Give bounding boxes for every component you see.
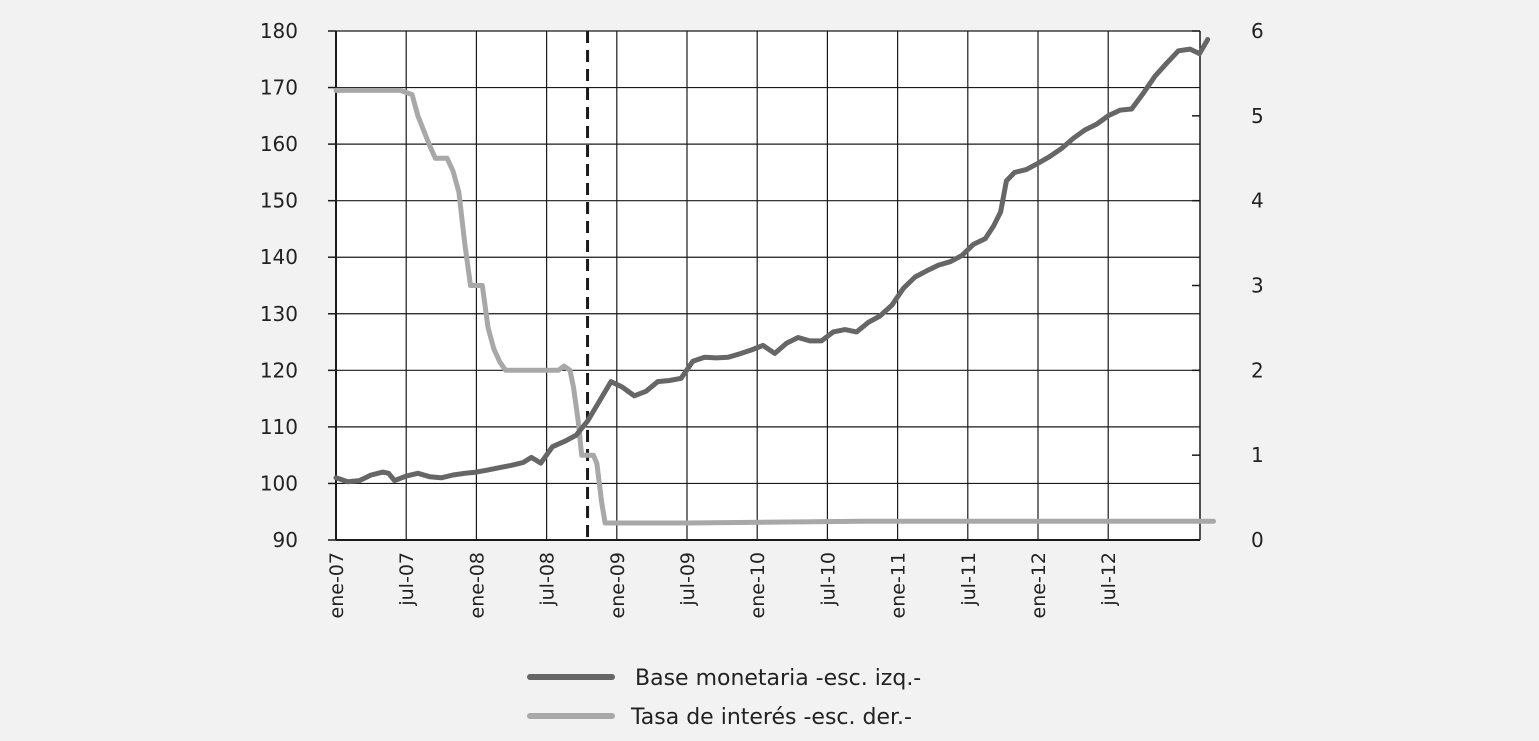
x-tick-label: jul-09 [677, 552, 699, 607]
y-left-tick-label: 120 [260, 358, 298, 382]
x-tick-label: jul-12 [1098, 552, 1120, 607]
x-tick-label: ene-11 [888, 552, 910, 618]
y-right-tick-label: 5 [1251, 104, 1264, 128]
legend: Base monetaria -esc. izq.- Tasa de interé… [527, 666, 921, 730]
axes: ene-07 jul-07 ene-08 jul-08 ene-09 jul-09 ene-… [260, 19, 1264, 618]
y-left-tick-label: 180 [260, 19, 298, 43]
x-tick-label: ene-12 [1028, 552, 1050, 618]
y-left-tick-label: 160 [260, 132, 298, 156]
x-tick-label: ene-10 [747, 552, 769, 618]
y-left-tick-label: 100 [260, 471, 298, 495]
y-right-tick-label: 2 [1251, 358, 1264, 382]
series-group [333, 31, 1216, 540]
y-left-tick-label: 110 [260, 415, 298, 439]
y-left-tick-label: 150 [260, 189, 298, 213]
x-tick-label: ene-08 [466, 552, 488, 618]
legend-label: Base monetaria -esc. izq.- [635, 666, 921, 691]
x-tick-label: ene-07 [326, 552, 348, 618]
series-base-monetaria-line [333, 37, 1211, 485]
y-left-tick-label: 170 [260, 76, 298, 100]
legend-label: Tasa de interés -esc. der.- [630, 705, 912, 730]
y-left-tick-label: 130 [260, 302, 298, 326]
y-right-tick-label: 4 [1251, 189, 1264, 213]
x-tick-label: jul-11 [958, 552, 980, 607]
series-tasa-interes-line [333, 87, 1216, 526]
y-left-tick-label: 90 [273, 528, 298, 552]
x-tick-label: jul-07 [396, 552, 418, 607]
x-tick-label: jul-10 [817, 552, 839, 607]
y-right-tick-label: 3 [1251, 274, 1264, 298]
y-right-tick-label: 6 [1251, 19, 1264, 43]
y-left-tick-label: 140 [260, 245, 298, 269]
plot-area [336, 31, 1200, 540]
y-right-tick-label: 1 [1251, 443, 1264, 467]
y-right-tick-label: 0 [1251, 528, 1264, 552]
x-tick-label: ene-09 [607, 552, 629, 618]
x-tick-label: jul-08 [537, 552, 559, 607]
